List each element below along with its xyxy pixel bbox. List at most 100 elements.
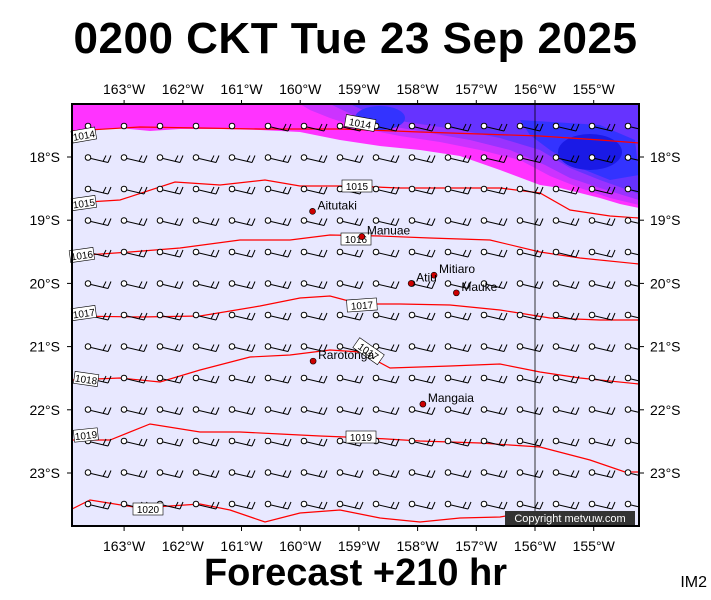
wind-barb <box>480 374 508 384</box>
wind-barb <box>480 154 508 163</box>
wind-barb <box>516 469 544 478</box>
wind-barb <box>480 311 508 321</box>
wind-barb <box>480 469 508 478</box>
lon-label-top: 155°W <box>573 81 616 97</box>
latitude-labels-left: 18°S 19°S 20°S 21°S 22°S 23°S <box>29 149 60 481</box>
wind-barb <box>336 217 364 226</box>
wind-barb <box>120 248 148 258</box>
wind-barb <box>300 343 328 352</box>
wind-barb <box>372 217 400 226</box>
map-frame <box>71 103 640 527</box>
wind-barb <box>264 217 292 226</box>
wind-barb <box>156 374 184 384</box>
wind-barb <box>192 122 200 130</box>
wind-barb <box>624 185 639 193</box>
wind-barb <box>372 469 400 478</box>
wind-barb <box>552 185 580 195</box>
wind-barb <box>624 374 639 382</box>
isobar-label: 1015 <box>346 182 369 193</box>
isobar-label: 1019 <box>74 430 98 443</box>
wind-barb <box>228 437 256 447</box>
wind-barb <box>408 374 436 384</box>
wind-barb <box>588 500 616 510</box>
lat-label-left: 21°S <box>29 339 60 355</box>
lat-label-right: 20°S <box>650 275 681 291</box>
wind-barb <box>120 437 148 447</box>
wind-barb <box>516 217 544 226</box>
wind-barb <box>552 280 580 289</box>
wind-barb <box>336 311 364 321</box>
wind-barb <box>588 374 616 384</box>
wind-barb <box>408 122 436 132</box>
wind-barb <box>624 154 639 161</box>
isobar-1019 <box>72 423 639 473</box>
wind-barb <box>552 343 580 352</box>
wind-barb <box>516 343 544 352</box>
wind-barb <box>264 122 292 132</box>
wind-barb <box>624 280 639 287</box>
wind-barb <box>480 122 508 132</box>
lon-label-bottom: 155°W <box>573 538 616 554</box>
wind-barb <box>480 185 508 195</box>
wind-barb <box>372 406 400 415</box>
wind-barb <box>228 311 256 321</box>
wind-barb <box>480 437 508 447</box>
wind-barb <box>408 469 436 478</box>
place-label: Mauke <box>461 280 497 294</box>
wind-barb <box>552 154 580 163</box>
wind-barb <box>120 469 148 478</box>
lat-label-left: 19°S <box>29 212 60 228</box>
wind-barb <box>480 343 508 352</box>
lon-label-bottom: 161°W <box>220 538 263 554</box>
wind-barb <box>264 311 292 321</box>
wind-barb <box>264 280 292 289</box>
wind-barb <box>264 437 292 447</box>
wind-barb <box>228 122 236 130</box>
wind-barb <box>300 406 328 415</box>
wind-barb <box>444 248 472 258</box>
wind-barb <box>120 343 148 352</box>
wind-barb <box>372 280 400 289</box>
wind-barb <box>264 374 292 384</box>
wind-barb <box>444 374 472 384</box>
copyright-box: Copyright metvuw.com <box>505 511 635 525</box>
lat-label-right: 23°S <box>650 465 681 481</box>
lon-label-bottom: 156°W <box>514 538 557 554</box>
wind-barb <box>336 500 364 510</box>
wind-barb <box>120 217 148 226</box>
wind-barb <box>192 248 220 258</box>
wind-barb <box>588 248 616 258</box>
lon-label-bottom: 160°W <box>279 538 322 554</box>
wind-barb <box>444 469 472 478</box>
wind-barb <box>300 217 328 226</box>
wind-barb <box>192 437 220 447</box>
lat-label-left: 22°S <box>29 402 60 418</box>
wind-barb <box>84 185 112 195</box>
wind-barb <box>120 406 148 415</box>
lon-label-top: 157°W <box>455 81 498 97</box>
wind-barb <box>624 500 639 508</box>
lon-label-top: 160°W <box>279 81 322 97</box>
wind-barb <box>516 280 544 289</box>
wind-barb <box>300 280 328 289</box>
wind-barb <box>588 343 616 352</box>
wind-barb <box>84 154 112 163</box>
place-label: Aitutaki <box>318 198 357 212</box>
wind-barb <box>516 406 544 415</box>
wind-barb <box>588 185 616 195</box>
lon-label-bottom: 162°W <box>162 538 205 554</box>
wind-barb <box>264 185 292 195</box>
wind-barb <box>336 374 364 384</box>
wind-barb <box>192 217 220 226</box>
wind-barb <box>156 311 184 321</box>
wind-barb <box>480 248 508 258</box>
map-title: 0200 CKT Tue 23 Sep 2025 <box>73 14 638 63</box>
lon-label-top: 156°W <box>514 81 557 97</box>
wind-barb <box>552 248 580 258</box>
wind-barb <box>588 406 616 415</box>
wind-barb <box>156 469 184 478</box>
lat-label-left: 18°S <box>29 149 60 165</box>
isobar-label: 1017 <box>351 300 374 313</box>
wind-barb <box>624 343 639 350</box>
